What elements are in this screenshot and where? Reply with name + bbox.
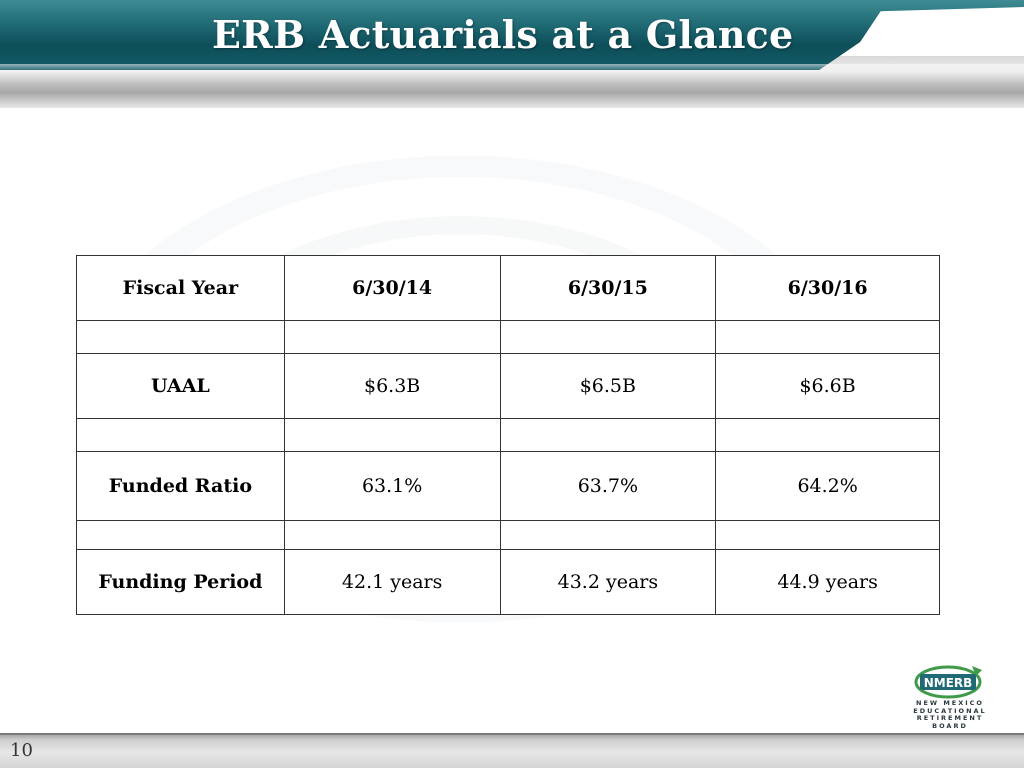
footer-divider bbox=[0, 733, 1024, 735]
table-header-row: Fiscal Year 6/30/14 6/30/15 6/30/16 bbox=[76, 255, 940, 321]
logo-line: BOARD bbox=[932, 721, 968, 730]
page-number: 10 bbox=[10, 740, 33, 761]
empty-cell bbox=[715, 520, 940, 550]
logo-line: NEW MEXICO bbox=[916, 699, 984, 707]
header-cell-fiscal-year: Fiscal Year bbox=[76, 255, 285, 321]
row-label: UAAL bbox=[76, 353, 285, 419]
table-cell: 43.2 years bbox=[499, 549, 717, 615]
empty-cell bbox=[499, 418, 717, 452]
table-row-uaal: UAAL $6.3B $6.5B $6.6B bbox=[76, 353, 940, 419]
table-cell: $6.6B bbox=[715, 353, 940, 419]
logo-wordmark: NEW MEXICO EDUCATIONAL RETIREMENT BOARD bbox=[912, 699, 988, 730]
empty-cell bbox=[499, 320, 717, 354]
empty-cell bbox=[76, 418, 285, 452]
header-cell-year: 6/30/15 bbox=[499, 255, 717, 321]
empty-cell bbox=[76, 320, 285, 354]
row-label: Funding Period bbox=[76, 549, 285, 615]
table-cell: 64.2% bbox=[715, 451, 940, 521]
header-cell-year: 6/30/14 bbox=[283, 255, 501, 321]
row-label: Funded Ratio bbox=[76, 451, 285, 521]
empty-cell bbox=[76, 520, 285, 550]
table-cell: 63.7% bbox=[499, 451, 717, 521]
actuarials-table: Fiscal Year 6/30/14 6/30/15 6/30/16 UAAL… bbox=[76, 255, 940, 615]
empty-cell bbox=[283, 418, 501, 452]
nmerb-logo: NMERB NEW MEXICO EDUCATIONAL RETIREMENT … bbox=[912, 660, 988, 730]
empty-cell bbox=[499, 520, 717, 550]
header-highlight bbox=[0, 64, 1024, 72]
table-row-funded-ratio: Funded Ratio 63.1% 63.7% 64.2% bbox=[76, 451, 940, 521]
nmerb-logo-mark: NMERB bbox=[914, 665, 982, 699]
empty-cell bbox=[283, 520, 501, 550]
table-spacer-row bbox=[76, 320, 940, 354]
logo-line: RETIREMENT bbox=[916, 714, 984, 722]
slide-header: ERB Actuarials at a Glance bbox=[0, 0, 1024, 108]
logo-line: EDUCATIONAL bbox=[913, 706, 987, 715]
table-cell: 42.1 years bbox=[283, 549, 501, 615]
table-cell: 63.1% bbox=[283, 451, 501, 521]
empty-cell bbox=[715, 418, 940, 452]
table-cell: 44.9 years bbox=[715, 549, 940, 615]
table-spacer-row bbox=[76, 418, 940, 452]
empty-cell bbox=[715, 320, 940, 354]
table-spacer-row bbox=[76, 520, 940, 550]
logo-mark-text: NMERB bbox=[924, 676, 973, 690]
header-cell-year: 6/30/16 bbox=[715, 255, 940, 321]
empty-cell bbox=[283, 320, 501, 354]
table-cell: $6.5B bbox=[499, 353, 717, 419]
table-row-funding-period: Funding Period 42.1 years 43.2 years 44.… bbox=[76, 549, 940, 615]
slide-title: ERB Actuarials at a Glance bbox=[212, 12, 794, 57]
table-cell: $6.3B bbox=[283, 353, 501, 419]
footer-bar bbox=[0, 733, 1024, 768]
